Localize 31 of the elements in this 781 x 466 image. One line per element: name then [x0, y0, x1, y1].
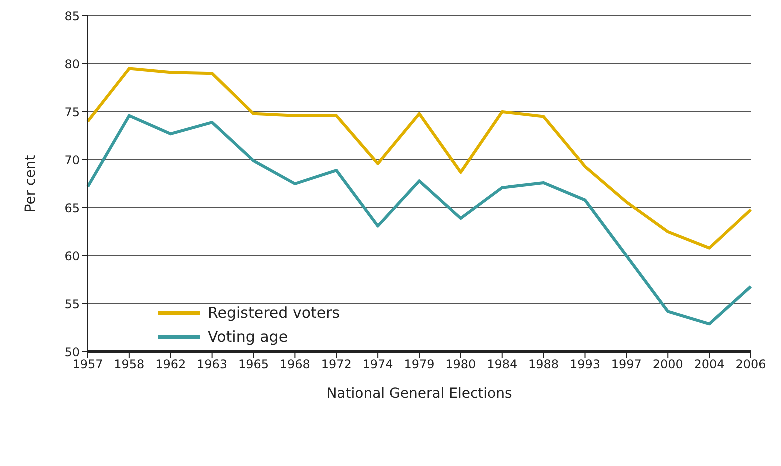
x-tick-label: 1993 [570, 358, 601, 372]
y-tick-label: 85 [64, 9, 80, 24]
line-series [86, 114, 752, 326]
x-axis-title: National General Elections [326, 386, 512, 402]
x-tick-label: 1997 [611, 358, 642, 372]
y-tick-label: 50 [64, 345, 80, 360]
y-tick-label: 80 [64, 57, 80, 72]
x-tick-label: 1962 [156, 358, 186, 372]
y-tick-label: 65 [64, 201, 80, 216]
x-tick-label: 1984 [487, 358, 518, 372]
x-tick-label: 1979 [404, 358, 435, 372]
x-tick-label: 1958 [114, 358, 145, 372]
x-tick-label: 1957 [72, 358, 104, 372]
y-tick-label: 75 [64, 105, 80, 120]
x-tick-label: 1968 [280, 358, 310, 372]
line-series [86, 67, 752, 250]
x-tick-label: 1972 [321, 358, 352, 372]
x-tick-label: 1980 [446, 358, 476, 372]
x-tick-label: 2006 [736, 358, 766, 372]
x-tick-label: 2000 [652, 358, 684, 372]
y-tick-label: 55 [64, 297, 80, 312]
x-tick-label: 1988 [528, 358, 560, 372]
x-tick-label: 1963 [197, 358, 228, 372]
legend-label: Registered voters [208, 304, 340, 322]
legend-label: Voting age [208, 328, 288, 346]
x-tick-label: 1965 [238, 358, 270, 372]
x-tick-label: 2004 [694, 358, 725, 372]
y-tick-label: 70 [64, 153, 80, 168]
y-axis-title: Per cent [22, 154, 39, 213]
y-tick-label: 60 [64, 249, 80, 264]
x-tick-label: 1974 [362, 358, 394, 372]
